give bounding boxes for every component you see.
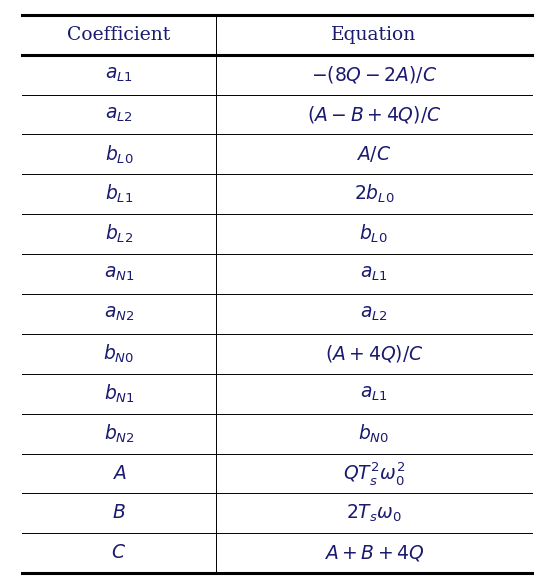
Text: $\mathit{b}_{L1}$: $\mathit{b}_{L1}$ [105, 183, 133, 205]
Text: $\mathit{a}_{L1}$: $\mathit{a}_{L1}$ [360, 385, 388, 403]
Text: $\mathit{a}_{N2}$: $\mathit{a}_{N2}$ [104, 305, 134, 323]
Text: $\mathit{b}_{N1}$: $\mathit{b}_{N1}$ [104, 383, 135, 405]
Text: $\mathit{a}_{L2}$: $\mathit{a}_{L2}$ [105, 105, 133, 123]
Text: Coefficient: Coefficient [68, 26, 171, 44]
Text: $(A+4Q)/C$: $(A+4Q)/C$ [325, 343, 423, 365]
Text: $\mathit{b}_{N0}$: $\mathit{b}_{N0}$ [104, 343, 135, 365]
Text: $\mathit{a}_{N1}$: $\mathit{a}_{N1}$ [104, 265, 134, 283]
Text: $A+B+4Q$: $A+B+4Q$ [324, 543, 424, 563]
Text: $\mathit{b}_{L2}$: $\mathit{b}_{L2}$ [105, 223, 133, 245]
Text: $\mathit{a}_{L1}$: $\mathit{a}_{L1}$ [360, 265, 388, 283]
Text: $(A-B+4Q)/C$: $(A-B+4Q)/C$ [307, 104, 441, 125]
Text: $\mathit{b}_{N0}$: $\mathit{b}_{N0}$ [358, 423, 389, 445]
Text: $QT_s^{2}\omega_0^{2}$: $QT_s^{2}\omega_0^{2}$ [343, 460, 405, 487]
Text: $\mathit{a}_{L1}$: $\mathit{a}_{L1}$ [105, 65, 133, 83]
Text: $\mathit{a}_{L2}$: $\mathit{a}_{L2}$ [360, 305, 388, 323]
Text: $-(8Q-2A)/C$: $-(8Q-2A)/C$ [311, 64, 437, 85]
Text: $\mathit{b}_{L0}$: $\mathit{b}_{L0}$ [105, 143, 134, 165]
Text: $C$: $C$ [111, 544, 126, 562]
Text: $A$: $A$ [112, 465, 126, 483]
Text: $A/C$: $A/C$ [356, 144, 392, 165]
Text: $\mathit{b}_{L0}$: $\mathit{b}_{L0}$ [360, 223, 388, 245]
Text: $B$: $B$ [112, 505, 126, 523]
Text: $2\mathit{b}_{L0}$: $2\mathit{b}_{L0}$ [353, 183, 394, 205]
Text: $2T_s\omega_0$: $2T_s\omega_0$ [346, 503, 402, 524]
Text: $\mathit{b}_{N2}$: $\mathit{b}_{N2}$ [104, 423, 135, 445]
Text: Equation: Equation [331, 26, 417, 44]
